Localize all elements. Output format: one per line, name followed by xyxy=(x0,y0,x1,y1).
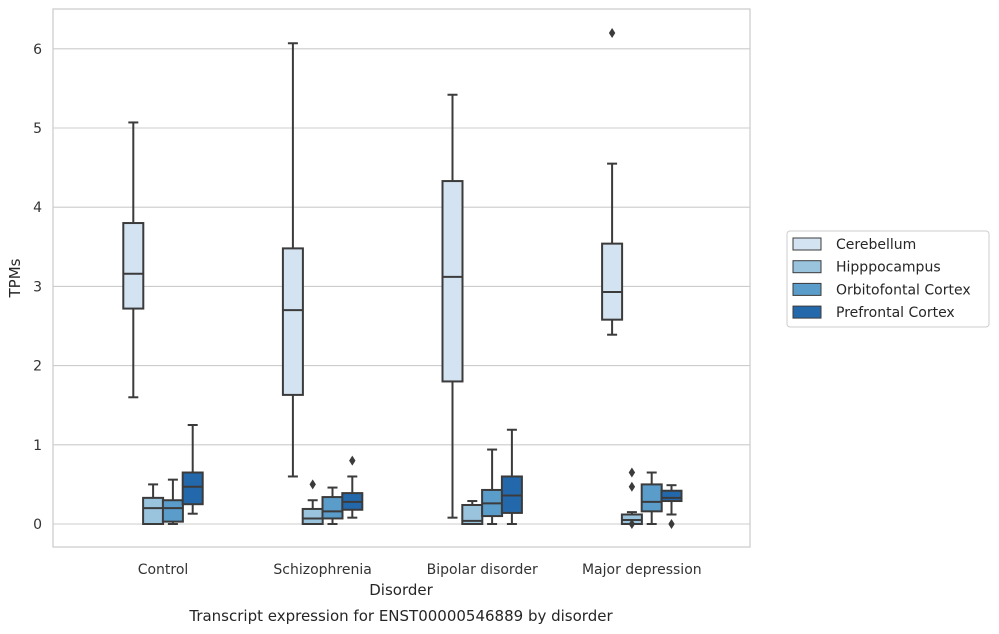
box-iqr xyxy=(660,489,683,503)
legend-swatch xyxy=(792,260,822,274)
y-axis-label: TPMs xyxy=(6,258,24,298)
x-tick-label: Major depression xyxy=(582,562,702,578)
legend-swatch xyxy=(792,237,822,251)
box-cerebellum xyxy=(281,42,304,478)
box-iqr xyxy=(122,222,145,310)
y-tick-label: 0 xyxy=(33,517,42,533)
legend-label: Hipppocampus xyxy=(836,260,941,276)
outlier-point xyxy=(309,479,316,490)
box-iqr xyxy=(161,499,184,523)
box-hipppocampus xyxy=(461,500,484,526)
x-tick-label: Control xyxy=(138,562,189,578)
x-tick-labels: Control Schizophrenia Bipolar disorder Majo… xyxy=(138,562,702,578)
legend-label: Prefrontal Cortex xyxy=(836,305,955,321)
plot-frame xyxy=(52,8,751,548)
y-tick-label: 4 xyxy=(33,200,42,216)
box-prefrontal-cortex xyxy=(500,428,523,525)
box-orbitofontal-cortex xyxy=(161,478,184,525)
legend: Cerebellum Hipppocampus Orbitofontal Corte… xyxy=(786,230,990,328)
chart-title: Transcript expression for ENST0000054688… xyxy=(188,607,613,625)
x-axis-label: Disorder xyxy=(369,581,433,599)
box-iqr xyxy=(640,483,663,513)
x-tick-label: Bipolar disorder xyxy=(427,562,538,578)
box-iqr xyxy=(281,247,304,396)
box-iqr xyxy=(181,471,204,506)
box-iqr xyxy=(142,496,165,526)
box-orbitofontal-cortex xyxy=(321,486,344,525)
plot-area xyxy=(53,9,750,547)
y-tick-label: 5 xyxy=(33,121,42,137)
y-tick-label: 3 xyxy=(33,279,42,295)
box-hipppocampus xyxy=(620,467,643,529)
y-tick-labels: 0 1 2 3 4 5 6 xyxy=(33,42,42,533)
box-iqr xyxy=(601,242,624,321)
legend-frame xyxy=(786,230,990,328)
outlier-point xyxy=(628,467,636,478)
legend-label: Orbitofontal Cortex xyxy=(836,282,971,298)
outlier-point xyxy=(628,519,636,529)
grid-lines xyxy=(53,48,750,525)
outlier-point xyxy=(668,519,675,529)
box-iqr xyxy=(321,496,344,520)
outlier-point xyxy=(608,27,616,38)
y-tick-label: 2 xyxy=(33,359,42,375)
box-iqr xyxy=(301,507,324,525)
outlier-point xyxy=(349,455,356,466)
legend-label: Cerebellum xyxy=(836,237,916,253)
y-tick-label: 6 xyxy=(33,42,42,58)
x-tick-label: Schizophrenia xyxy=(273,562,371,578)
box-cerebellum xyxy=(601,27,624,336)
legend-swatch xyxy=(792,282,822,296)
box-prefrontal-cortex xyxy=(341,455,364,519)
box-series-group xyxy=(122,27,683,529)
outlier-point xyxy=(628,481,636,492)
box-prefrontal-cortex xyxy=(181,424,204,515)
box-prefrontal-cortex xyxy=(660,484,683,529)
legend-swatch xyxy=(792,305,822,319)
box-cerebellum xyxy=(122,121,145,399)
box-cerebellum xyxy=(441,93,464,519)
box-iqr xyxy=(441,180,464,383)
y-tick-label: 1 xyxy=(33,438,42,454)
